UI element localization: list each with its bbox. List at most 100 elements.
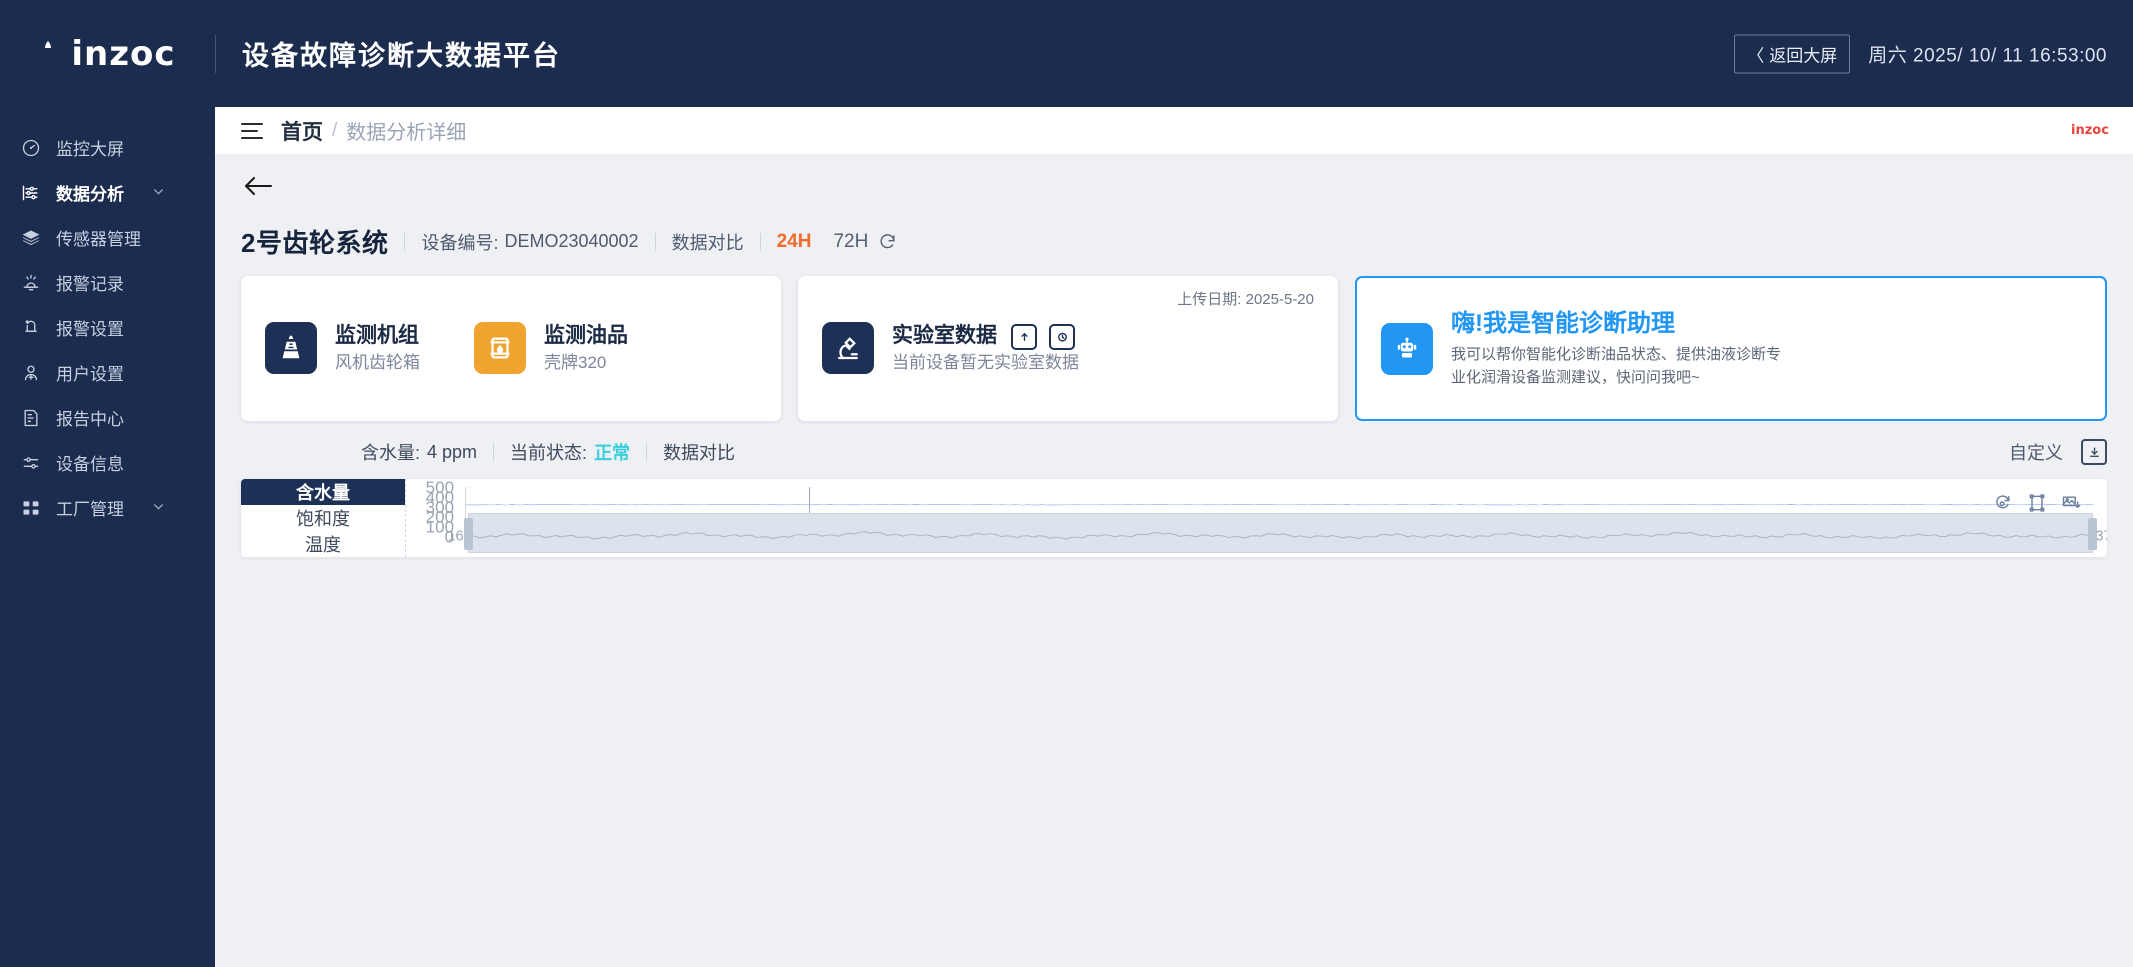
lab-unit-block: 实验室数据 当前设备暂无实验室数据 xyxy=(822,322,1079,375)
range-72h-button[interactable]: 72H xyxy=(833,230,869,252)
history-icon[interactable] xyxy=(1049,323,1075,350)
divider xyxy=(493,443,495,461)
ai-card-title: 嗨!我是智能诊断助理 xyxy=(1451,309,1675,337)
sidebar-item-report-center[interactable]: 报告中心 xyxy=(0,395,215,440)
sidebar-item-label: 监控大屏 xyxy=(56,140,124,159)
metric-tab-label: 饱和度 xyxy=(296,509,350,529)
sidebar-item-device-info[interactable]: 设备信息 xyxy=(0,440,215,485)
monitor-card: 监测机组 风机齿轮箱 监测油品 壳牌320 xyxy=(241,276,781,421)
oil-drum-icon xyxy=(474,322,526,375)
factory-icon xyxy=(20,497,42,519)
back-button-label: 返回大屏 xyxy=(1769,46,1838,65)
sidebar-item-data-analysis[interactable]: 数据分析 xyxy=(0,170,215,215)
metric-tab-list: 含水量 饱和度 温度 xyxy=(241,479,406,557)
download-box-icon[interactable] xyxy=(2081,439,2107,465)
sidebar-item-label: 设备信息 xyxy=(56,455,124,474)
metric-tab-water-content[interactable]: 含水量 xyxy=(241,479,405,505)
brand-logo[interactable]: inzoc xyxy=(0,34,215,74)
custom-range-button[interactable]: 自定义 xyxy=(2009,443,2063,463)
series-line xyxy=(465,504,2094,506)
oil-unit-block[interactable]: 监测油品 壳牌320 xyxy=(474,322,628,375)
page-title: 2号齿轮系统 xyxy=(241,228,389,258)
data-zoom-slider[interactable] xyxy=(464,513,2097,553)
lab-card-title-row: 实验室数据 xyxy=(892,322,1079,350)
restore-icon[interactable] xyxy=(1993,493,2013,513)
main-content: 首页 / 数据分析详细 inzoc 2号齿轮系统 设备编号: DEMO23040… xyxy=(215,107,2133,967)
data-compare-link[interactable]: 数据对比 xyxy=(671,232,744,253)
device-info-icon xyxy=(20,452,42,474)
chart-panel: 含水量 饱和度 温度 xyxy=(241,479,2107,557)
current-state-label: 当前状态: xyxy=(510,443,588,463)
divider xyxy=(404,232,406,251)
sidebar-item-factory-management[interactable]: 工厂管理 xyxy=(0,485,215,530)
sidebar-item-alarm-records[interactable]: 报警记录 xyxy=(0,260,215,305)
robot-icon xyxy=(1381,322,1433,375)
metric-tab-saturation[interactable]: 饱和度 xyxy=(241,505,405,531)
refresh-icon[interactable] xyxy=(878,232,897,251)
ai-assistant-card[interactable]: 嗨!我是智能诊断助理 我可以帮你智能化诊断油品状态、提供油液诊断专业化润滑设备监… xyxy=(1355,276,2107,421)
sidebar-item-label: 报警记录 xyxy=(56,275,124,294)
metric-tab-label: 温度 xyxy=(305,535,341,555)
sidebar-item-alarm-settings[interactable]: 报警设置 xyxy=(0,305,215,350)
divider xyxy=(759,232,761,251)
report-icon xyxy=(20,407,42,429)
breadcrumb-bar: 首页 / 数据分析详细 inzoc xyxy=(215,107,2133,154)
status-strip: 含水量: 4 ppm 当前状态: 正常 数据对比 自定义 xyxy=(215,421,2133,465)
sidebar-item-label: 工厂管理 xyxy=(56,500,124,519)
zoom-box-icon[interactable] xyxy=(2027,493,2047,513)
back-arrow-icon[interactable] xyxy=(241,177,275,204)
breadcrumb-current: 数据分析详细 xyxy=(346,122,467,144)
water-content-label: 含水量: xyxy=(361,443,421,463)
summary-cards: 监测机组 风机齿轮箱 监测油品 壳牌320 xyxy=(215,260,2133,421)
device-header-row: 2号齿轮系统 设备编号: DEMO23040002 数据对比 24H 72H xyxy=(215,205,2133,260)
divider xyxy=(654,232,656,251)
chevron-down-icon[interactable] xyxy=(152,183,165,203)
alarm-record-icon xyxy=(20,272,42,294)
upload-date-row: 上传日期: 2025-5-20 xyxy=(1177,288,1314,309)
corner-logo: inzoc xyxy=(2071,123,2109,138)
device-code-label: 设备编号: xyxy=(421,232,499,253)
range-24h-button[interactable]: 24H xyxy=(776,230,812,252)
divider xyxy=(646,443,648,461)
metric-tab-temperature[interactable]: 温度 xyxy=(241,531,405,557)
sidebar-item-label: 用户设置 xyxy=(56,365,124,384)
gauge-icon xyxy=(20,137,42,159)
layers-icon xyxy=(20,227,42,249)
header-divider xyxy=(215,34,216,73)
sidebar-item-label: 报告中心 xyxy=(56,410,124,429)
metric-tab-label: 含水量 xyxy=(296,483,350,503)
status-compare-link[interactable]: 数据对比 xyxy=(663,443,736,463)
data-zoom-handle-right[interactable] xyxy=(2088,518,2097,550)
page-body: 2号齿轮系统 设备编号: DEMO23040002 数据对比 24H 72H xyxy=(215,154,2133,967)
lab-data-card: 上传日期: 2025-5-20 实验室数据 xyxy=(798,276,1338,421)
upload-icon[interactable] xyxy=(1011,323,1037,350)
upload-date-value: 2025-5-20 xyxy=(1245,291,1314,308)
back-row xyxy=(215,154,2133,205)
device-code-value: DEMO23040002 xyxy=(504,231,639,251)
clock-display: 周六 2025/ 10/ 11 16:53:00 xyxy=(1868,45,2107,66)
menu-toggle-icon[interactable] xyxy=(241,122,263,139)
factory-tower-icon xyxy=(265,322,317,375)
back-to-dashboard-button[interactable]: 〈 返回大屏 xyxy=(1734,34,1851,73)
breadcrumb-home[interactable]: 首页 xyxy=(281,120,323,144)
lab-card-subtitle: 当前设备暂无实验室数据 xyxy=(892,352,1079,372)
chevron-left-icon: 〈 xyxy=(1747,46,1765,65)
sidebar-item-user-settings[interactable]: 用户设置 xyxy=(0,350,215,395)
sliders-icon xyxy=(20,182,42,204)
data-zoom-handle-left[interactable] xyxy=(464,518,473,550)
monitor-card-title: 监测机组 xyxy=(335,324,419,348)
upload-date-label: 上传日期: xyxy=(1177,291,1242,308)
oil-card-subtitle: 壳牌320 xyxy=(544,352,607,372)
lab-card-title: 实验室数据 xyxy=(892,324,997,348)
alarm-setting-icon xyxy=(20,317,42,339)
sidebar-item-sensor-management[interactable]: 传感器管理 xyxy=(0,215,215,260)
sidebar-item-monitor-dashboard[interactable]: 监控大屏 xyxy=(0,125,215,170)
ai-card-subtitle: 我可以帮你智能化诊断油品状态、提供油液诊断专业化润滑设备监测建议，快问问我吧~ xyxy=(1451,345,1782,387)
sidebar-item-label: 数据分析 xyxy=(56,185,124,204)
monitor-unit-block[interactable]: 监测机组 风机齿轮箱 xyxy=(265,322,420,375)
logo-text: inzoc xyxy=(71,33,176,74)
chevron-down-icon[interactable] xyxy=(152,498,165,518)
save-image-icon[interactable] xyxy=(2061,493,2081,513)
top-bar: inzoc 设备故障诊断大数据平台 〈 返回大屏 周六 2025/ 10/ 11… xyxy=(0,0,2133,107)
water-content-value: 4 ppm xyxy=(427,441,478,462)
